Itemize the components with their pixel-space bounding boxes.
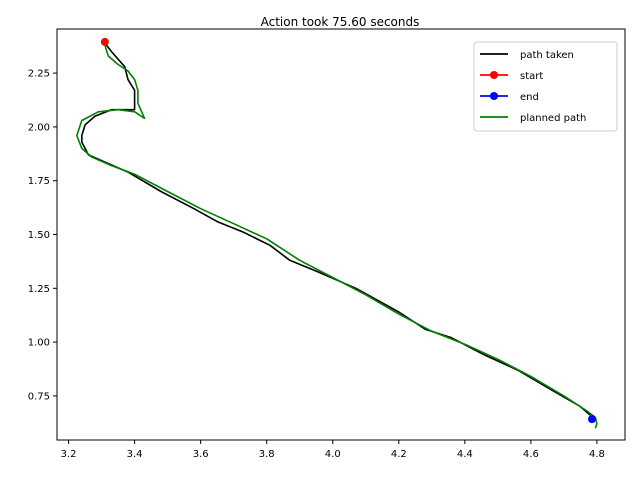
x-tick-label: 3.4 [127, 449, 143, 460]
x-tick-label: 3.8 [259, 449, 275, 460]
legend-label-path-taken: path taken [520, 50, 574, 61]
y-tick-label: 2.00 [28, 122, 50, 133]
y-tick-label: 1.50 [28, 230, 50, 241]
chart-title: Action took 75.60 seconds [261, 15, 420, 29]
x-axis: 3.2 3.4 3.6 3.8 4.0 4.2 4.4 4.6 4.8 [61, 440, 605, 460]
x-tick-label: 4.0 [325, 449, 341, 460]
series-point-end [587, 415, 596, 424]
series-line-path-taken [81, 42, 591, 416]
x-tick-label: 3.2 [61, 449, 77, 460]
legend-label-start: start [520, 71, 543, 82]
series-point-start [100, 37, 109, 46]
y-tick-label: 1.00 [28, 338, 50, 349]
series-line-planned-path [76, 44, 598, 429]
legend-swatch-start-marker [490, 71, 498, 79]
y-tick-label: 1.25 [28, 284, 50, 295]
y-tick-label: 0.75 [28, 391, 50, 402]
legend-swatch-end-marker [490, 92, 498, 100]
legend-box [473, 41, 618, 132]
x-tick-label: 4.6 [523, 449, 539, 460]
y-axis: 0.75 1.00 1.25 1.50 1.75 2.00 2.25 [28, 69, 57, 402]
y-tick-label: 1.75 [28, 176, 50, 187]
y-tick-label: 2.25 [28, 69, 50, 80]
x-tick-label: 4.4 [457, 449, 473, 460]
legend: path taken start end planned path [473, 41, 618, 132]
plot-lines [76, 37, 598, 429]
x-tick-label: 4.8 [589, 449, 605, 460]
x-tick-label: 3.6 [193, 449, 209, 460]
legend-label-planned-path: planned path [520, 113, 586, 124]
legend-label-end: end [520, 92, 539, 103]
x-tick-label: 4.2 [391, 449, 407, 460]
